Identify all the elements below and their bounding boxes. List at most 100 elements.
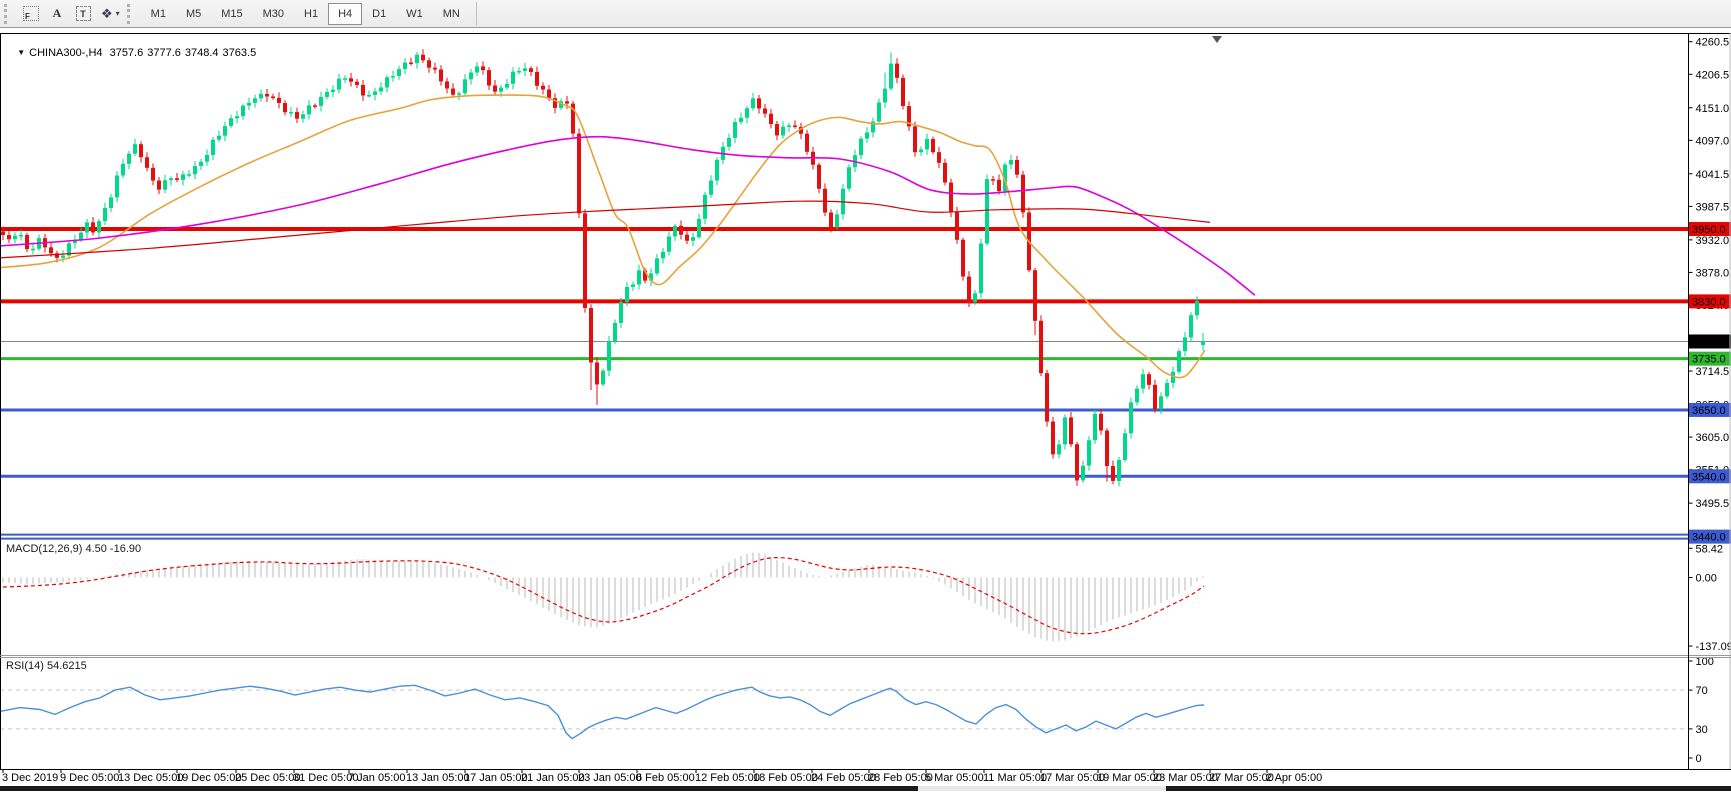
timeframe-W1-button[interactable]: W1 [396,3,433,25]
timeframe-M30-button[interactable]: M30 [253,3,294,25]
candle [1033,267,1037,336]
candle [1015,155,1019,179]
macd-tick-label: -137.09 [1696,641,1731,653]
ma-magenta-line [0,135,1256,296]
candle [199,159,203,171]
candle [427,57,431,73]
horizontal-scrollbar-thumb[interactable] [0,786,918,791]
rsi-tick-label: 70 [1696,685,1708,697]
candle [595,357,599,405]
text-label-tool-button[interactable]: A [44,3,70,25]
macd-panel[interactable] [1,541,1688,654]
candle [535,66,539,90]
timeframe-M1-button[interactable]: M1 [141,3,176,25]
candle [181,170,185,186]
candle [1021,170,1025,218]
candle [553,93,557,114]
candle [379,82,383,95]
toolbar-drag-handle[interactable] [4,3,14,24]
candle [967,271,971,307]
price-axis[interactable] [1689,34,1731,769]
chart-shift-marker[interactable] [1212,36,1222,43]
candle [949,178,953,218]
text-box-tool-button[interactable]: T [70,3,96,25]
candle [739,112,743,125]
candle [727,133,731,151]
fibonacci-tool-button[interactable]: F [18,3,44,25]
candle [283,100,287,116]
time-axis-label: 9 Dec 05:00 [60,772,119,784]
timeframe-M5-button[interactable]: M5 [176,3,211,25]
candle [1093,409,1097,444]
candle [433,62,437,74]
candle [865,127,869,143]
candle [613,319,617,345]
candle [805,129,809,156]
time-axis-label: 21 Jan 05:00 [521,772,585,784]
candle [769,108,773,129]
candle [667,231,671,256]
candle [109,193,113,213]
candle [349,72,353,87]
rsi-tick-label: 0 [1696,753,1702,765]
candle [463,73,467,96]
timeframe-D1-button[interactable]: D1 [362,3,396,25]
candle [583,209,587,313]
svg-text:3540.0: 3540.0 [1692,471,1726,483]
ohlc-low: 3748.4 [184,47,219,59]
candle [31,243,35,255]
toolbar-drag-handle[interactable] [126,3,137,24]
candle [217,130,221,143]
candle [19,229,23,241]
time-axis-label: 19 Mar 05:00 [1097,772,1162,784]
candle [541,82,545,95]
rsi-panel[interactable] [1,658,1688,768]
price-tick-label: 4097.0 [1696,135,1730,147]
candle [955,206,959,244]
candle [265,88,269,102]
candle [685,231,689,245]
chart-plot-area[interactable] [1,34,1688,534]
candle [559,98,563,111]
candle [745,106,749,124]
candle [1171,366,1175,389]
time-axis-label: 2 Apr 05:00 [1266,772,1322,784]
candle [1177,348,1181,375]
candle [493,80,497,96]
candle [877,98,881,125]
macd-tick-label: 0.00 [1696,573,1717,585]
timeframe-H1-button[interactable]: H1 [294,3,328,25]
candle [337,73,341,94]
candle [301,110,305,123]
svg-text:3830.0: 3830.0 [1692,296,1726,308]
candle [1105,428,1109,482]
candle [823,183,827,217]
arrows-tool-button[interactable]: ❖ ▾ [96,3,125,25]
candle [121,158,125,179]
candle [907,101,911,132]
candle [1117,456,1121,487]
candle [391,70,395,82]
price-axis-ticks: 4260.5 4206.5 4151.0 4097.0 4041.5 3987.5 3932… [1688,37,1730,510]
candle [943,158,947,186]
timeframe-M15-button[interactable]: M15 [211,3,252,25]
candle [1165,378,1169,399]
candle [601,368,605,387]
timeframe-MN-button[interactable]: MN [433,3,470,25]
candle [295,107,299,124]
candle [361,80,365,101]
candle [1159,392,1163,415]
ohlc-open: 3757.6 [109,47,144,59]
candle [697,214,701,240]
timeframe-H4-button[interactable]: H4 [328,2,363,25]
time-axis[interactable] [0,770,1731,785]
price-badge-3735.0: 3735.0 [1689,351,1731,366]
candle [403,58,407,75]
svg-text:3950.0: 3950.0 [1692,224,1726,236]
price-tick-label: 3605.0 [1696,432,1730,444]
candle [607,336,611,377]
time-axis-label: 23 Jan 05:00 [578,772,642,784]
candle [481,61,485,75]
horizontal-scrollbar-thumb[interactable] [1166,786,1731,791]
